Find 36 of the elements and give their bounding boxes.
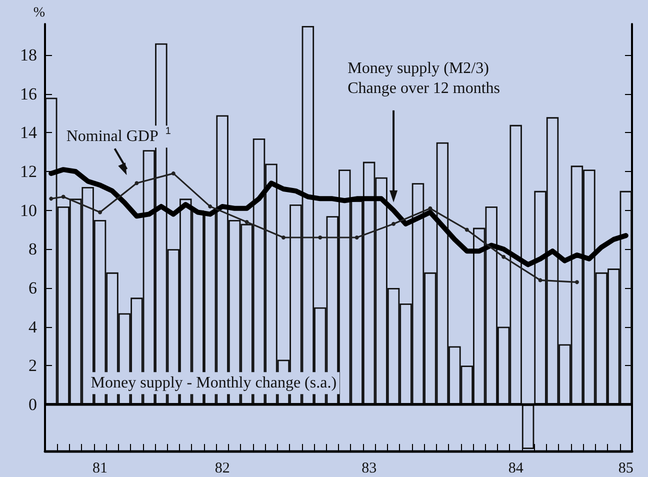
point (392, 222, 396, 226)
y-tick-label: 6 (28, 278, 37, 298)
point (244, 220, 249, 224)
x-tick-label: 81 (92, 460, 108, 476)
y-tick-label: 16 (20, 84, 37, 104)
point (61, 194, 66, 199)
series-label: Money supply - Monthly change (s.a.) (90, 374, 337, 392)
point (134, 181, 139, 186)
y-tick-label: 14 (20, 123, 38, 142)
point (318, 236, 322, 240)
y-tick-label: 4 (28, 317, 38, 336)
point (354, 236, 359, 240)
x-tick-label: 82 (214, 460, 230, 476)
y-tick-label: 0 (28, 394, 37, 414)
point (98, 210, 102, 214)
point (538, 278, 542, 282)
point (428, 206, 432, 210)
point (281, 236, 286, 240)
y-tick-label: 10 (20, 200, 37, 220)
y-tick-label: 12 (20, 162, 37, 182)
bar (522, 404, 534, 450)
point (49, 196, 54, 201)
point (171, 171, 176, 176)
text: Money supply (M2/3) Change over 12 months (348, 60, 500, 97)
point (502, 254, 506, 259)
x-tick-label: 85 (618, 460, 634, 476)
y-axis-title: % (33, 6, 46, 20)
y-tick-label: 18 (20, 46, 37, 65)
point (464, 228, 469, 232)
point (574, 280, 579, 284)
y-tick-label: 2 (28, 356, 37, 376)
series-label: Nominal GDP 1 (66, 126, 172, 146)
point (208, 204, 212, 208)
x-tick-label: 83 (362, 460, 377, 476)
y-tick-label: 8 (28, 240, 37, 259)
x-tick-label: 84 (508, 460, 524, 476)
